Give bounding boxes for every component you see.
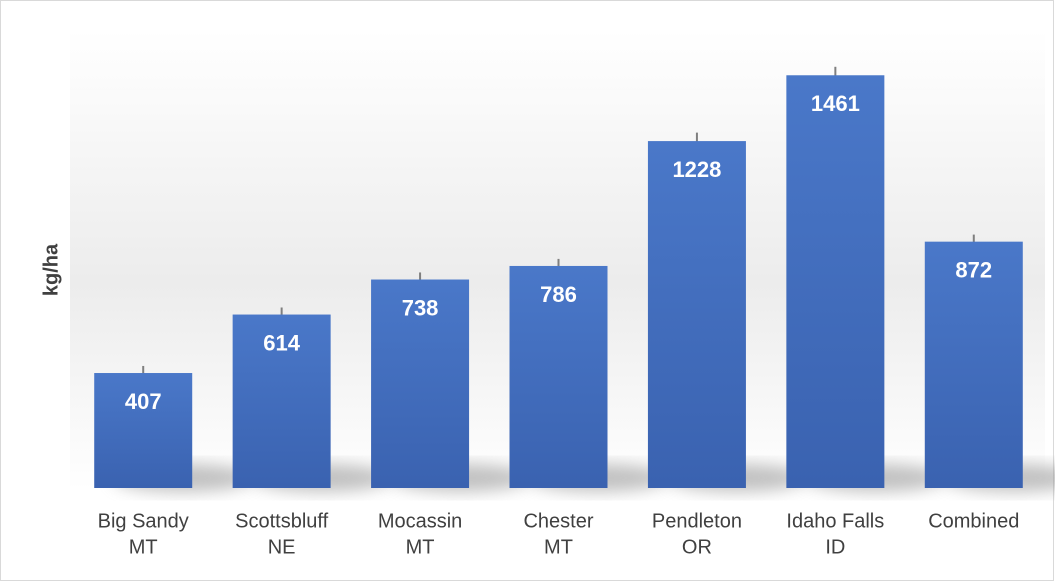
x-tick-label: NE — [268, 536, 296, 558]
value-label: 786 — [540, 282, 577, 307]
value-label: 1461 — [811, 91, 860, 116]
x-tick-label: OR — [682, 536, 712, 558]
bar — [509, 265, 608, 488]
value-label: 614 — [263, 330, 300, 355]
bar — [924, 241, 1023, 488]
x-tick-label: MT — [129, 536, 158, 558]
x-tick-label: Chester — [523, 510, 593, 532]
bar — [94, 373, 193, 488]
bar — [647, 141, 746, 488]
y-axis-label: kg/ha — [40, 243, 62, 296]
x-tick-label: Mocassin — [378, 510, 462, 532]
bar — [232, 314, 331, 488]
x-tick-label: Combined — [928, 510, 1019, 532]
value-label: 1228 — [672, 157, 721, 182]
bar — [371, 279, 470, 488]
value-label: 872 — [955, 257, 992, 282]
x-tick-label: Big Sandy — [98, 510, 189, 532]
bar — [786, 75, 885, 488]
value-label: 407 — [125, 389, 162, 414]
x-tick-label: MT — [544, 536, 573, 558]
x-tick-label: Scottsbluff — [235, 510, 328, 532]
x-tick-label: Idaho Falls — [786, 510, 884, 532]
x-tick-label: ID — [825, 536, 845, 558]
x-tick-label: MT — [406, 536, 435, 558]
value-label: 738 — [402, 295, 439, 320]
x-tick-label: Pendleton — [652, 510, 742, 532]
